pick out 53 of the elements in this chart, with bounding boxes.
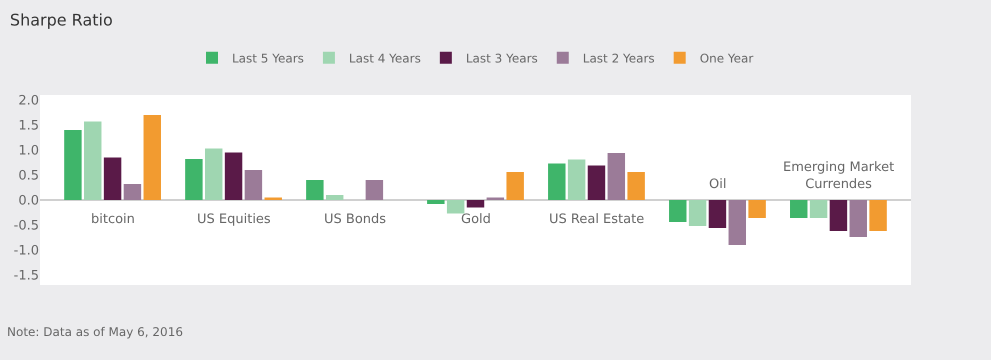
legend-label: Last 5 Years bbox=[232, 51, 304, 66]
bar bbox=[688, 200, 706, 226]
bar bbox=[627, 172, 645, 200]
legend-label: Last 2 Years bbox=[582, 51, 655, 66]
bar bbox=[244, 170, 262, 200]
bar bbox=[588, 166, 606, 200]
bar bbox=[144, 115, 161, 200]
bar bbox=[830, 200, 848, 231]
y-tick-label: -0.5 bbox=[14, 218, 39, 234]
bar bbox=[204, 148, 222, 200]
bar bbox=[84, 122, 102, 200]
bar bbox=[506, 172, 524, 200]
bar bbox=[446, 200, 464, 214]
y-tick-label: -1.0 bbox=[14, 244, 39, 259]
bar bbox=[185, 159, 203, 200]
legend-label: Last 3 Years bbox=[466, 51, 538, 66]
bar bbox=[608, 153, 626, 200]
bar bbox=[708, 200, 726, 228]
bar bbox=[64, 130, 82, 200]
bar bbox=[124, 184, 142, 200]
y-tick-label: 0.0 bbox=[18, 194, 39, 209]
bar bbox=[224, 152, 242, 200]
bar bbox=[466, 200, 484, 208]
text: Note: Data as of May 6, 2016 bbox=[7, 325, 183, 339]
bar bbox=[326, 195, 344, 200]
bar bbox=[104, 158, 122, 200]
x-tick-label: Gold bbox=[461, 212, 491, 227]
y-tick-label: 0.5 bbox=[18, 168, 39, 184]
bar bbox=[366, 180, 384, 200]
bar bbox=[568, 160, 586, 200]
bar bbox=[850, 200, 867, 237]
bar bbox=[748, 200, 766, 218]
x-tick-label: Emerging Market Currendes bbox=[783, 160, 894, 192]
y-tick-label: -1.5 bbox=[14, 268, 39, 284]
y-tick-label: 1.0 bbox=[18, 144, 39, 159]
y-tick-label: 1.5 bbox=[18, 118, 39, 134]
x-tick-label: US Real Estate bbox=[549, 212, 644, 227]
x-tick-label: US Equities bbox=[197, 212, 271, 227]
legend-label: One Year bbox=[700, 51, 754, 66]
bar bbox=[427, 200, 445, 204]
bar bbox=[790, 200, 808, 218]
bar bbox=[669, 200, 686, 222]
x-tick-label: US Bonds bbox=[324, 212, 386, 227]
x-tick-label: Oil bbox=[709, 177, 726, 192]
bar bbox=[728, 200, 746, 245]
bar bbox=[306, 180, 324, 200]
bar bbox=[810, 200, 828, 218]
chart-title: Sharpe Ratio bbox=[10, 10, 113, 30]
y-tick-label: 2.0 bbox=[18, 94, 39, 109]
bar bbox=[869, 200, 887, 231]
bar bbox=[548, 164, 566, 200]
legend-label: Last 4 Years bbox=[348, 51, 421, 66]
x-tick-label: bitcoin bbox=[91, 212, 135, 227]
